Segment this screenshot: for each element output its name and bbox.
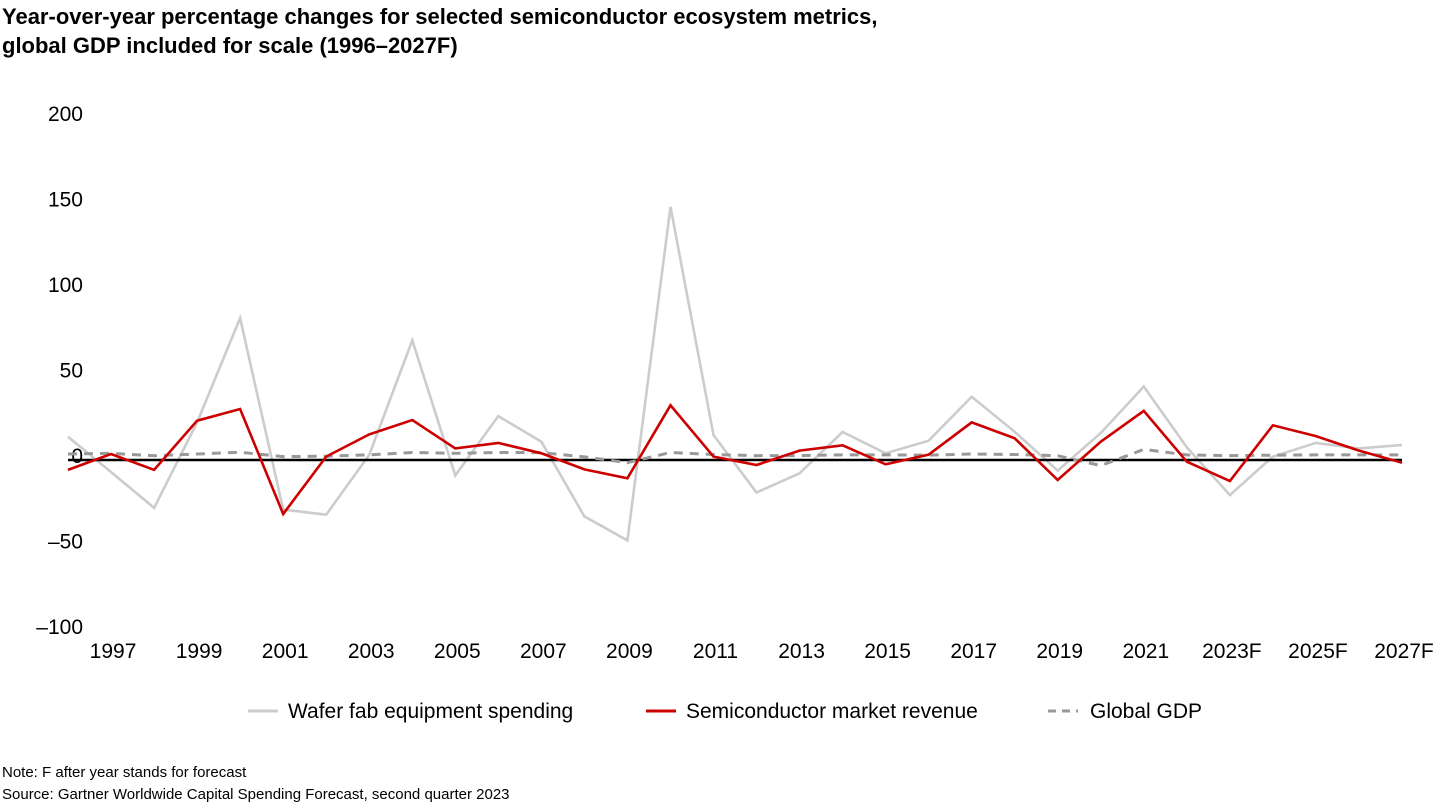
x-tick-label: 2021 (1122, 640, 1169, 663)
x-tick-label: 2001 (262, 640, 309, 663)
x-tick-label: 1997 (90, 640, 137, 663)
chart-title-line-2: global GDP included for scale (1996–2027… (2, 33, 458, 58)
x-tick-label: 2019 (1036, 640, 1083, 663)
legend-label: Global GDP (1090, 700, 1202, 723)
x-tick-label: 2011 (693, 640, 738, 663)
chart-title-line-1: Year-over-year percentage changes for se… (2, 4, 878, 29)
y-tick-label: 100 (48, 274, 83, 297)
note-text: Note: F after year stands for forecast (2, 764, 247, 781)
y-tick-label: 150 (48, 189, 83, 212)
series-line-wafer-fab-equipment-spending (67, 206, 1403, 543)
x-tick-label: 2009 (606, 640, 653, 663)
y-tick-label: –100 (36, 616, 83, 639)
x-tick-label: 2007 (520, 640, 567, 663)
y-tick-label: 50 (60, 360, 83, 383)
x-tick-label: 2015 (864, 640, 911, 663)
y-tick-label: –50 (48, 531, 83, 554)
legend-label: Semiconductor market revenue (686, 700, 978, 723)
x-tick-label: 2013 (778, 640, 825, 663)
x-tick-label: 2005 (434, 640, 481, 663)
x-tick-label: 2027F (1374, 640, 1434, 663)
x-tick-label: 2017 (950, 640, 997, 663)
chart-title: Year-over-year percentage changes for se… (2, 2, 878, 60)
x-tick-label: 2025F (1288, 640, 1348, 663)
legend-label: Wafer fab equipment spending (288, 700, 573, 723)
y-tick-label: 0 (71, 445, 83, 468)
x-tick-label: 2003 (348, 640, 395, 663)
y-tick-label: 200 (48, 103, 83, 126)
series-line-semiconductor-market-revenue (67, 403, 1403, 517)
source-text: Source: Gartner Worldwide Capital Spendi… (2, 786, 510, 803)
x-tick-label: 2023F (1202, 640, 1262, 663)
x-tick-label: 1999 (176, 640, 223, 663)
